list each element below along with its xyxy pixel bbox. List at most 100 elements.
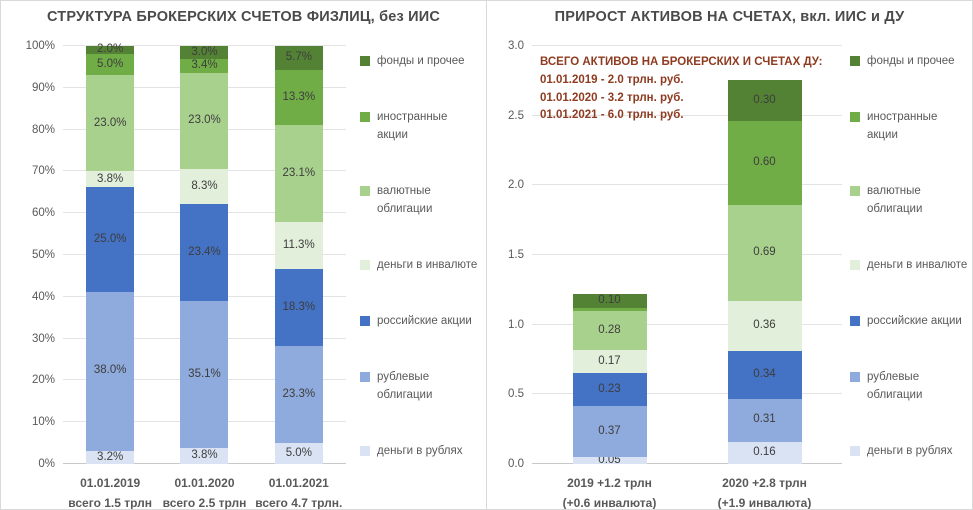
bar-segment: 25.0% bbox=[86, 187, 135, 292]
segment-data-label: 5.0% bbox=[97, 58, 124, 71]
legend-swatch bbox=[850, 372, 860, 383]
segment-data-label: 3.4% bbox=[191, 58, 218, 71]
gridline bbox=[63, 45, 346, 46]
segment-data-label: 25.0% bbox=[93, 232, 127, 245]
y-axis-tick-label: 0.0 bbox=[508, 458, 524, 470]
stacked-bar: 3.8% 35.1% 23.4% 8.3% 23.0% 3.4% 3.0% bbox=[180, 46, 229, 464]
y-axis-tick-label: 100% bbox=[25, 40, 55, 52]
bar-segment: 0.16 bbox=[727, 441, 802, 464]
y-axis-tick-label: 2.0 bbox=[508, 179, 524, 192]
legend-label: деньги в инвалюте bbox=[867, 259, 968, 271]
legend-swatch bbox=[360, 316, 370, 327]
y-axis-tick-label: 3.0 bbox=[508, 40, 524, 52]
legend-label: фонды и прочее bbox=[867, 55, 955, 67]
stacked-bar: 0.16 0.31 0.34 0.36 0.69 0.60 0.30 bbox=[727, 79, 802, 464]
legend-item: российские акции bbox=[360, 313, 480, 331]
segment-data-label: 0.23 bbox=[598, 382, 621, 395]
segment-data-label: 38.0% bbox=[93, 364, 127, 377]
chart-panel-structure: СТРУКТУРА БРОКЕРСКИХ СЧЕТОВ ФИЗЛИЦ, без … bbox=[0, 0, 487, 510]
bar-segment: 3.2% bbox=[86, 450, 135, 464]
legend-swatch bbox=[850, 446, 860, 457]
bar-cell: 5.0% 23.3% 18.3% 11.3% 23.1% 13.3% 5.7% bbox=[252, 46, 346, 464]
legend-item: фонды и прочее bbox=[360, 53, 480, 71]
legend-label: деньги в рублях bbox=[867, 445, 953, 458]
y-axis-tick-label: 1.5 bbox=[508, 249, 524, 261]
legend-item: деньги в инвалюте bbox=[360, 257, 480, 275]
gridline bbox=[532, 45, 842, 46]
bar-cell: 0.16 0.31 0.34 0.36 0.69 0.60 0.30 bbox=[687, 46, 842, 464]
legend-item: деньги в рублях bbox=[360, 443, 480, 461]
legend-swatch bbox=[850, 260, 860, 270]
stacked-bar: 5.0% 23.3% 18.3% 11.3% 23.1% 13.3% 5.7% bbox=[274, 46, 323, 464]
y-axis-tick-label: 1.0 bbox=[508, 318, 524, 331]
bar-segment: 0.10 bbox=[572, 294, 647, 309]
segment-data-label: 23.0% bbox=[188, 114, 221, 127]
bar-segment: 0.69 bbox=[727, 204, 802, 302]
segment-data-label: 2.0% bbox=[97, 43, 124, 56]
bars-row: 0.05 0.37 0.23 0.17 0.28 0.10 0.16 0.31 0.34 0.36… bbox=[532, 46, 842, 465]
x-axis-label: 01.01.2019 всего 1.5 трлн bbox=[68, 476, 153, 510]
y-axis-tick-label: 40% bbox=[31, 290, 55, 303]
bar-cell: 3.2% 38.0% 25.0% 3.8% 23.0% 5.0% 2.0% bbox=[63, 43, 157, 464]
segment-data-label: 0.36 bbox=[753, 319, 776, 332]
bar-segment: 35.1% bbox=[180, 301, 229, 449]
segment-data-label: 13.3% bbox=[282, 90, 316, 103]
legend-swatch bbox=[850, 56, 860, 66]
chart-panel-growth: ПРИРОСТ АКТИВОВ НА СЧЕТАХ, вкл. ИИС и ДУ… bbox=[487, 0, 973, 510]
y-axis-tick-label: 20% bbox=[31, 374, 55, 387]
plot-area: 0% 10% 20% 30% 40% 50% 60% 70% 80% 90% 100% 3.2% 38.… bbox=[26, 40, 346, 470]
segment-data-label: 23.4% bbox=[188, 245, 221, 258]
bar-segment: 23.1% bbox=[274, 125, 323, 223]
legend-item: иностранные акции bbox=[360, 109, 480, 145]
annotation-line: 01.01.2020 - 3.2 трлн. руб. bbox=[540, 91, 684, 104]
assets-annotation: ВСЕГО АКТИВОВ НА БРОКЕРСКИХ И СЧЕТАХ ДУ:… bbox=[540, 54, 823, 125]
y-axis-tick-label: 10% bbox=[31, 416, 55, 429]
x-axis-label: 01.01.2020 всего 2.5 трлн bbox=[162, 476, 247, 510]
segment-data-label: 0.37 bbox=[598, 424, 621, 437]
y-axis-tick-label: 0.5 bbox=[508, 388, 524, 401]
legend: фонды и прочее иностранные акции валютные … bbox=[360, 53, 480, 461]
bar-segment: 0.17 bbox=[572, 349, 647, 374]
y-axis-tick-label: 2.5 bbox=[508, 109, 524, 122]
legend-swatch bbox=[360, 112, 370, 123]
bar-segment: 0.36 bbox=[727, 301, 802, 352]
bar-cell: 0.05 0.37 0.23 0.17 0.28 0.10 bbox=[532, 46, 687, 465]
segment-data-label: 5.7% bbox=[285, 51, 312, 64]
legend-item: рублевые облигации bbox=[850, 369, 968, 405]
bar-segment: 3.8% bbox=[180, 448, 229, 464]
bar-segment: 23.0% bbox=[86, 75, 135, 172]
gridline bbox=[532, 114, 842, 116]
segment-data-label: 0.69 bbox=[753, 246, 776, 259]
legend-item: иностранные акции bbox=[850, 109, 968, 145]
segment-data-label: 35.1% bbox=[188, 368, 221, 381]
segment-data-label: 0.16 bbox=[753, 446, 776, 459]
legend-label: рублевые облигации bbox=[377, 371, 433, 402]
bar-segment: 0.05 bbox=[572, 454, 647, 465]
bar-segment: 2.0% bbox=[86, 43, 135, 56]
y-axis-tick-label: 50% bbox=[31, 249, 55, 261]
legend-label: иностранные акции bbox=[867, 111, 938, 141]
bar-segment: 0.23 bbox=[572, 373, 647, 406]
stacked-bar: 0.05 0.37 0.23 0.17 0.28 0.10 bbox=[572, 294, 647, 465]
gridline bbox=[532, 254, 842, 255]
legend-item: российские акции bbox=[850, 313, 968, 331]
segment-data-label: 23.0% bbox=[93, 116, 127, 129]
y-axis-tick-label: 0% bbox=[38, 458, 55, 470]
bar-segment: 23.3% bbox=[274, 345, 323, 444]
legend-swatch bbox=[360, 372, 370, 383]
legend-swatch bbox=[850, 186, 860, 197]
bar-segment bbox=[572, 308, 647, 311]
bar-segment: 38.0% bbox=[86, 291, 135, 451]
legend-item: валютные облигации bbox=[850, 183, 968, 219]
y-axis-tick-label: 80% bbox=[31, 123, 55, 136]
x-axis-labels: 2019 +1.2 трлн (+0.6 инвалюта) 2020 +2.8 т… bbox=[532, 473, 842, 509]
gridline bbox=[532, 463, 842, 464]
legend-item: валютные облигации bbox=[360, 183, 480, 219]
segment-data-label: 0.60 bbox=[753, 156, 776, 169]
segment-data-label: 8.3% bbox=[191, 179, 218, 192]
legend-item: деньги в инвалюте bbox=[850, 257, 968, 275]
bar-segment: 5.0% bbox=[274, 443, 323, 464]
legend-item: деньги в рублях bbox=[850, 443, 968, 461]
legend-label: валютные облигации bbox=[377, 185, 433, 215]
